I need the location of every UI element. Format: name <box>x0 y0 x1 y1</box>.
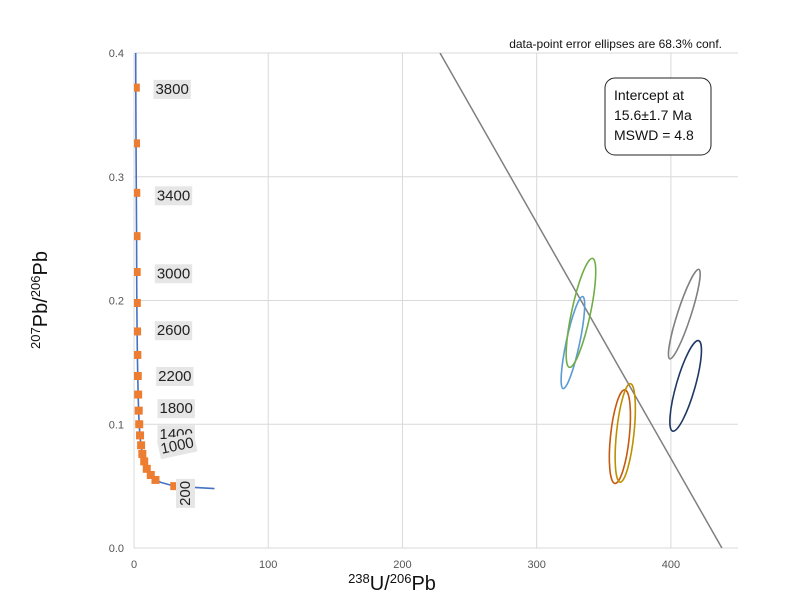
age-marker <box>170 482 179 491</box>
age-label: 1800 <box>160 400 193 417</box>
y-axis-title-sup1: 207 <box>28 327 43 349</box>
age-label-bg <box>157 399 195 419</box>
age-label: 2200 <box>158 368 191 385</box>
age-marker <box>136 431 145 440</box>
y-axis-title-base2: Pb <box>30 251 52 275</box>
age-label-bg <box>154 264 193 284</box>
result-line-3: MSWD = 4.8 <box>614 127 694 143</box>
age-label: 3000 <box>157 265 190 282</box>
confidence-note: data-point error ellipses are 68.3% conf… <box>509 37 722 51</box>
x-tick-label: 200 <box>393 559 411 571</box>
ellipse-4 <box>614 382 637 483</box>
age-label: 1000 <box>159 434 195 458</box>
age-label-bg <box>156 366 194 386</box>
x-axis-title: 238U/206Pb <box>348 571 436 595</box>
age-marker <box>137 441 146 450</box>
age-label-group: 3400 <box>154 186 193 206</box>
age-marker <box>134 232 141 241</box>
x-tick-label: 0 <box>131 559 137 571</box>
age-marker <box>134 371 142 380</box>
age-marker <box>134 139 141 148</box>
regression-line <box>439 53 723 548</box>
age-markers <box>134 83 179 491</box>
y-tick-label: 0.2 <box>109 296 124 308</box>
age-label-group: 1800 <box>157 399 195 419</box>
result-line-2: 15.6±1.7 Ma <box>614 107 692 123</box>
age-label: 3800 <box>155 81 188 98</box>
x-tick-label: 300 <box>527 559 545 571</box>
age-marker <box>134 327 142 336</box>
y-tick-label: 0.3 <box>109 172 124 184</box>
age-label: 200 <box>177 481 194 506</box>
age-label-group: 3800 <box>153 79 191 99</box>
age-marker <box>151 475 160 484</box>
age-marker <box>140 457 149 466</box>
x-axis-title-base2: Pb <box>411 573 435 595</box>
age-marker <box>135 420 144 429</box>
age-label-bg <box>153 79 191 99</box>
age-label: 3400 <box>157 187 190 204</box>
age-marker <box>134 188 141 197</box>
age-marker <box>134 350 142 359</box>
age-label-group: 3000 <box>154 264 193 284</box>
age-marker <box>134 83 140 92</box>
age-marker <box>134 268 141 277</box>
y-tick-label: 0.4 <box>109 48 124 60</box>
y-tick-label: 0.1 <box>109 419 124 431</box>
age-label-bg <box>154 186 193 206</box>
y-axis-ticks: 0.0 0.1 0.2 0.3 0.4 <box>109 48 124 555</box>
age-label: 2600 <box>157 322 190 339</box>
age-marker <box>134 390 143 399</box>
y-axis-title-sup2: 206 <box>28 276 43 298</box>
error-ellipses <box>560 257 703 485</box>
age-label-group: 200 <box>176 478 196 508</box>
x-tick-label: 100 <box>259 559 277 571</box>
result-box: Intercept at 15.6±1.7 Ma MSWD = 4.8 <box>604 77 712 156</box>
age-marker <box>146 470 155 479</box>
y-tick-label: 0.0 <box>109 543 124 555</box>
ellipse-2 <box>565 257 597 369</box>
x-axis-title-sup1: 238 <box>348 571 370 586</box>
x-axis-title-sup2: 206 <box>390 571 412 586</box>
x-axis-title-base1: U/ <box>370 573 390 595</box>
y-axis-title-base1: Pb/ <box>30 297 52 327</box>
age-label-group: 1000 <box>157 432 198 460</box>
result-line-1: Intercept at <box>614 87 684 103</box>
age-label-bg <box>154 321 193 341</box>
age-marker <box>138 449 147 458</box>
ellipse-3 <box>608 389 632 485</box>
age-label-bg <box>176 478 196 508</box>
x-tick-label: 400 <box>662 559 680 571</box>
x-axis-ticks: 0 100 200 300 400 <box>131 559 680 571</box>
y-axis-title: 207Pb/206Pb <box>28 251 52 349</box>
age-marker <box>134 298 141 307</box>
age-label-group: 2200 <box>156 366 194 386</box>
ellipse-6 <box>669 339 703 432</box>
age-label-group: 2600 <box>154 321 193 341</box>
regression-line-group <box>439 53 723 548</box>
ellipse-5 <box>667 268 701 360</box>
age-label-bg <box>157 432 198 460</box>
age-marker <box>142 464 151 473</box>
age-marker <box>134 406 143 415</box>
result-box-frame <box>604 77 712 156</box>
